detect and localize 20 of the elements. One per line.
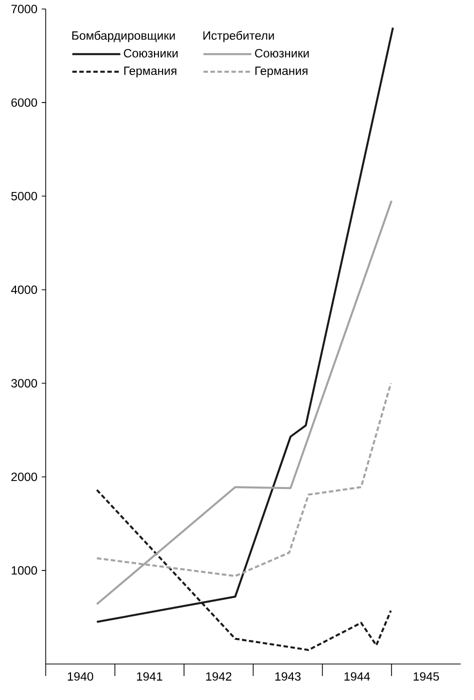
line-series — [96, 200, 393, 606]
y-tick-label: 3000 — [11, 379, 38, 388]
y-tick-label: 1000 — [12, 566, 38, 575]
legend-label: Союзники — [255, 48, 309, 58]
x-tick-label: 1944 — [344, 672, 370, 681]
legend-label: Союзники — [124, 48, 178, 58]
legend-label: Германия — [255, 66, 308, 78]
y-tick-label: 2000 — [11, 472, 38, 482]
annotation: Истребители — [203, 30, 274, 42]
y-tick-label: 7000 — [11, 4, 38, 14]
x-tick-label: 1945 — [414, 672, 439, 681]
x-tick-label: 1942 — [206, 672, 232, 681]
legend-label: Германия — [124, 66, 176, 78]
annotation: Бомбардировщики — [72, 30, 175, 42]
y-tick-label: 5000 — [11, 192, 38, 200]
x-tick-label: 1943 — [275, 672, 301, 681]
y-tick-label: 4000 — [11, 285, 38, 294]
x-tick-label: 1941 — [137, 672, 162, 681]
x-tick-label: 1940 — [68, 672, 94, 681]
y-tick-label: 6000 — [11, 98, 38, 107]
